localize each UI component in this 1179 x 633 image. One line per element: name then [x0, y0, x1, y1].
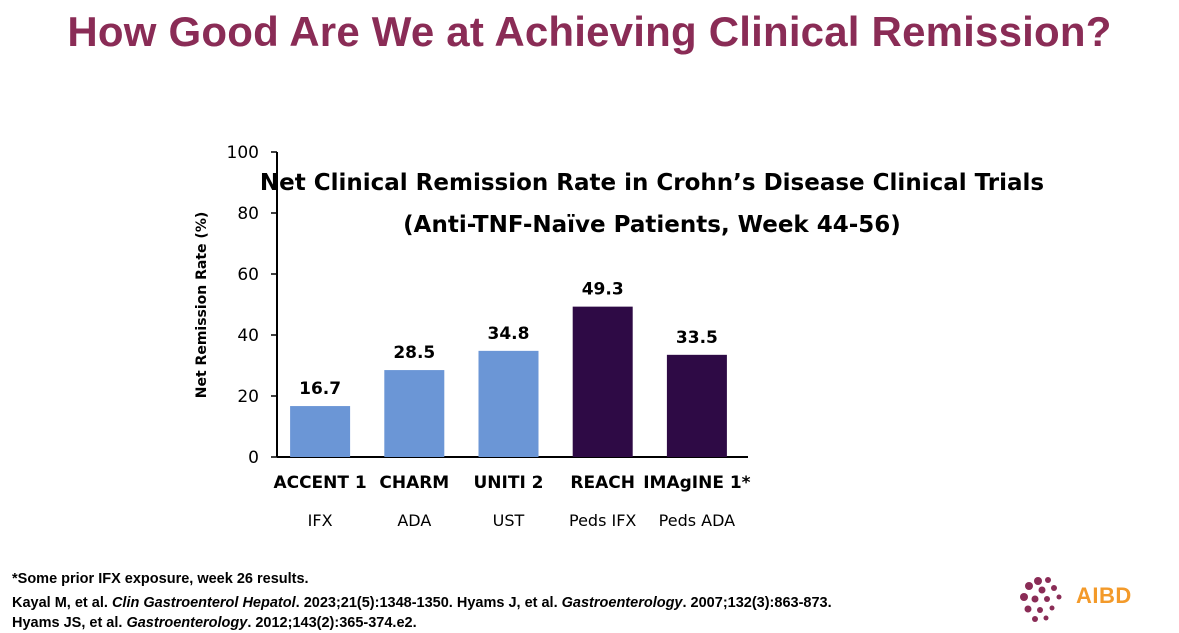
- citation-line-2: Hyams JS, et al. Gastroenterology. 2012;…: [12, 613, 1012, 633]
- y-tick-label: 20: [237, 387, 259, 407]
- y-tick-label: 0: [248, 448, 259, 468]
- citation-line-1: Kayal M, et al. Clin Gastroenterol Hepat…: [12, 593, 1012, 613]
- value-labels: 16.7 28.5 34.8 49.3 33.5: [299, 280, 718, 399]
- y-axis-label: Net Remission Rate (%): [194, 212, 210, 398]
- bar-reach: [572, 306, 633, 457]
- footnote: *Some prior IFX exposure, week 26 result…: [12, 571, 309, 587]
- logo-dots-icon: [1020, 577, 1062, 622]
- citation-journal: Gastroenterology: [561, 595, 683, 611]
- x-sub-labels: IFX ADA UST Peds IFX Peds ADA: [308, 511, 736, 530]
- citation-text: . 2023;21(5):1348-1350. Hyams J, et al.: [295, 595, 562, 611]
- x-tick-labels: ACCENT 1 CHARM UNITI 2 REACH IMAgINE 1*: [273, 473, 750, 493]
- bar-accent-1: [290, 406, 351, 457]
- logo-text: AIBD: [1076, 583, 1132, 608]
- y-tick-label: 40: [237, 326, 259, 346]
- citation-journal: Clin Gastroenterol Hepatol: [111, 595, 296, 611]
- citation-journal: Gastroenterology: [126, 615, 248, 631]
- citation-text: . 2012;143(2):365-374.e2.: [247, 615, 417, 631]
- bars: [290, 306, 727, 457]
- x-sub-label: UST: [493, 511, 525, 530]
- x-tick-label: ACCENT 1: [273, 473, 366, 493]
- bar-uniti-2: [478, 350, 539, 457]
- y-ticks: 0 20 40 60 80 100: [227, 143, 277, 468]
- data-label: 28.5: [393, 343, 435, 363]
- citation: Kayal M, et al. Clin Gastroenterol Hepat…: [12, 593, 1012, 633]
- x-tick-label: CHARM: [379, 473, 449, 493]
- x-sub-label: Peds ADA: [659, 511, 735, 530]
- data-label: 33.5: [676, 328, 718, 348]
- y-tick-label: 60: [237, 265, 259, 285]
- data-label: 49.3: [582, 280, 624, 300]
- y-tick-label: 80: [237, 204, 259, 224]
- citation-text: Kayal M, et al.: [12, 595, 112, 611]
- x-tick-label: UNITI 2: [473, 473, 543, 493]
- x-tick-label: REACH: [570, 473, 635, 493]
- x-sub-label: Peds IFX: [569, 511, 636, 530]
- x-sub-label: IFX: [308, 511, 333, 530]
- x-tick-label: IMAgINE 1*: [643, 473, 750, 493]
- data-label: 34.8: [488, 324, 530, 344]
- citation-text: Hyams JS, et al.: [12, 615, 127, 631]
- citation-text: . 2007;132(3):863-873.: [682, 595, 832, 611]
- bar-imagine-1: [666, 354, 727, 457]
- bar-charm: [384, 370, 445, 457]
- slide-title: How Good Are We at Achieving Clinical Re…: [67, 8, 1112, 55]
- y-tick-label: 100: [227, 143, 259, 163]
- chart-subtitle: (Anti-TNF-Naïve Patients, Week 44-56): [403, 212, 901, 238]
- x-sub-label: ADA: [397, 511, 431, 530]
- data-label: 16.7: [299, 379, 341, 399]
- aibd-logo: AIBD: [1018, 575, 1168, 623]
- chart-title: Net Clinical Remission Rate in Crohn’s D…: [260, 170, 1044, 196]
